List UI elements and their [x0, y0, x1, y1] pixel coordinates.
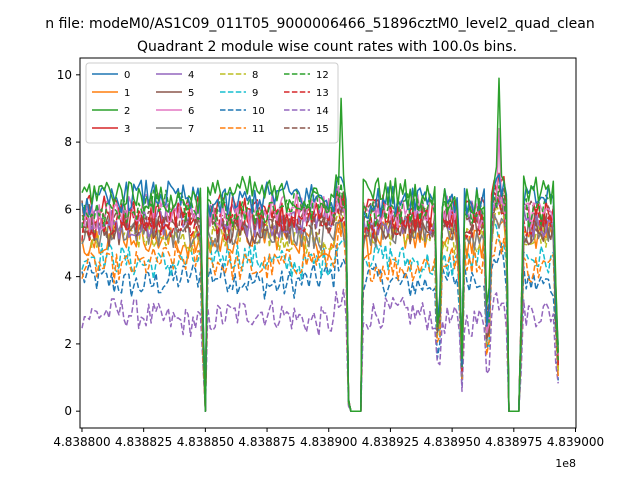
- chart-suptitle: n file: modeM0/AS1C09_011T05_9000006466_…: [45, 16, 594, 32]
- series-line-8: [81, 202, 559, 412]
- y-tick-label: 4: [64, 270, 72, 284]
- x-axis: 4.838800 4.838825 4.838850 4.838875 4.838900…: [53, 428, 604, 449]
- legend-label-0: 0: [124, 70, 130, 81]
- legend-label-2: 2: [124, 106, 130, 117]
- legend-label-13: 13: [316, 88, 329, 99]
- legend-label-7: 7: [188, 124, 194, 135]
- x-offset-label: 1e8: [555, 457, 576, 470]
- series-line-14: [81, 288, 559, 412]
- x-tick-label: 4.838925: [362, 435, 419, 449]
- x-tick-label: 4.838975: [485, 435, 542, 449]
- x-tick-label: 4.838825: [115, 435, 172, 449]
- legend-label-14: 14: [316, 106, 329, 117]
- y-tick-label: 6: [64, 202, 72, 216]
- x-tick-label: 4.838850: [177, 435, 234, 449]
- series-line-3: [81, 172, 559, 412]
- legend-label-10: 10: [252, 106, 265, 117]
- x-tick-label: 4.838950: [423, 435, 480, 449]
- legend-label-1: 1: [124, 88, 130, 99]
- series-line-2: [81, 77, 559, 412]
- legend-label-6: 6: [188, 106, 194, 117]
- legend-label-3: 3: [124, 124, 130, 135]
- chart-title: Quadrant 2 module wise count rates with …: [137, 39, 517, 55]
- legend-label-9: 9: [252, 88, 258, 99]
- series-lines: [81, 77, 559, 412]
- legend-label-5: 5: [188, 88, 194, 99]
- x-tick-label: 4.838800: [53, 435, 110, 449]
- x-tick-label: 4.839000: [547, 435, 604, 449]
- y-tick-label: 0: [64, 404, 72, 418]
- series-line-7: [81, 213, 559, 412]
- y-axis: 0 2 4 6 8 10: [57, 68, 80, 418]
- y-tick-label: 2: [64, 337, 72, 351]
- legend-label-4: 4: [188, 70, 194, 81]
- series-line-13: [81, 191, 559, 412]
- legend-label-11: 11: [252, 124, 265, 135]
- plot-frame: [79, 57, 577, 429]
- legend-label-8: 8: [252, 70, 258, 81]
- series-line-10: [81, 242, 559, 412]
- x-tick-label: 4.838875: [238, 435, 295, 449]
- y-tick-label: 10: [57, 68, 72, 82]
- legend-box: [85, 62, 339, 144]
- legend-label-12: 12: [316, 70, 329, 81]
- series-line-11: [81, 227, 559, 412]
- legend-label-15: 15: [316, 124, 329, 135]
- x-tick-label: 4.838900: [300, 435, 357, 449]
- y-tick-label: 8: [64, 135, 72, 149]
